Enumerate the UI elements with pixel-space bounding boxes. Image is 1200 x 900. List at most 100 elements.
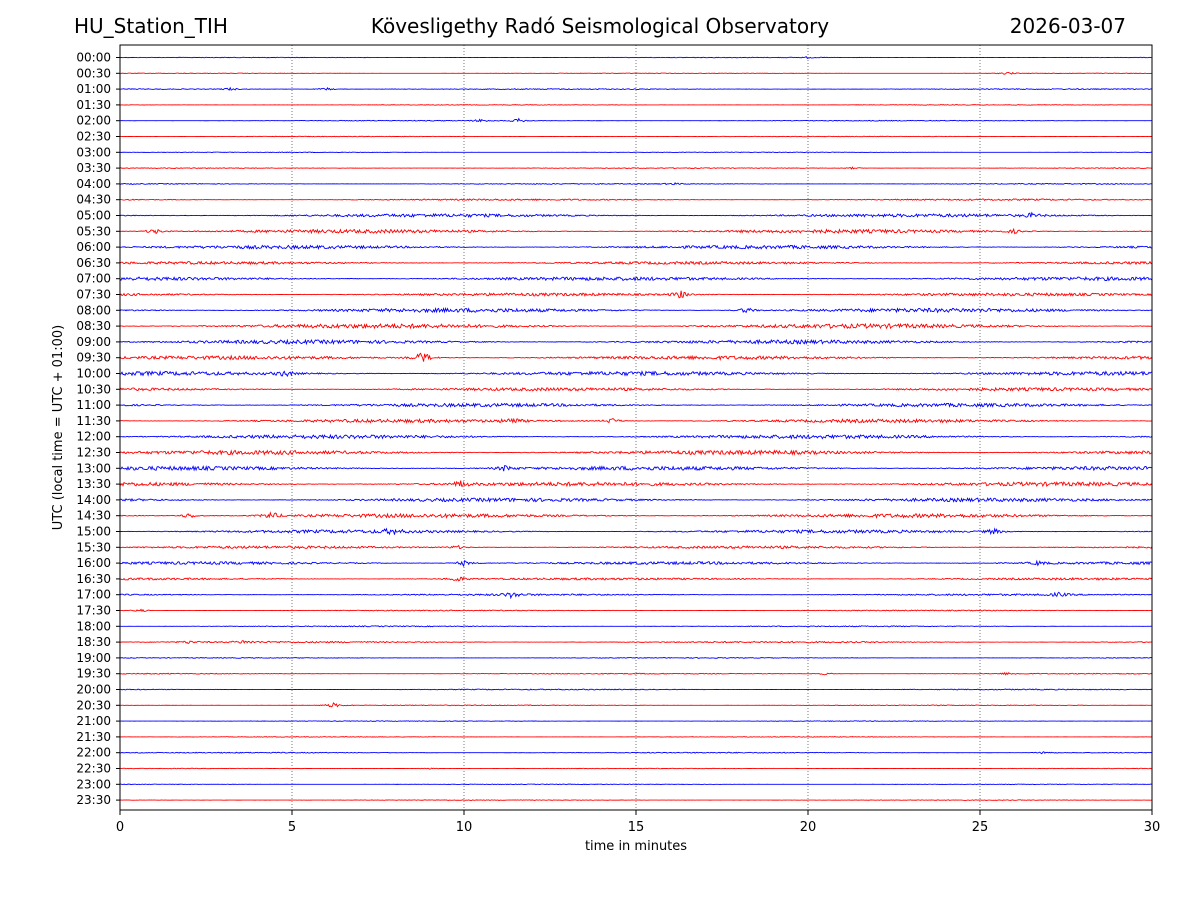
row-label: 18:00 <box>76 619 111 633</box>
row-label: 14:30 <box>76 509 111 523</box>
trace-01:30 <box>119 104 1153 106</box>
row-label: 09:00 <box>76 335 111 349</box>
row-label: 08:00 <box>76 303 111 317</box>
row-label: 22:00 <box>76 746 111 760</box>
row-label: 03:00 <box>76 145 111 159</box>
row-label: 17:00 <box>76 588 111 602</box>
trace-02:00 <box>119 117 1153 123</box>
trace-22:00 <box>119 751 1153 755</box>
row-label: 21:30 <box>76 730 111 744</box>
trace-00:00 <box>119 56 1153 59</box>
x-tick-label: 10 <box>456 820 473 835</box>
trace-13:00 <box>119 465 1153 472</box>
row-label: 14:00 <box>76 493 111 507</box>
trace-06:00 <box>119 244 1153 251</box>
trace-03:00 <box>119 151 1153 154</box>
trace-09:30 <box>119 352 1153 362</box>
chart-title: Kövesligethy Radó Seismological Observat… <box>370 14 830 38</box>
trace-20:00 <box>119 688 1153 691</box>
trace-06:30 <box>119 260 1153 266</box>
row-label: 05:00 <box>76 209 111 223</box>
trace-11:00 <box>119 402 1153 409</box>
trace-12:00 <box>119 433 1153 440</box>
trace-00:30 <box>119 71 1153 75</box>
row-label: 07:30 <box>76 288 111 302</box>
trace-15:30 <box>119 544 1153 550</box>
row-label: 13:00 <box>76 461 111 475</box>
trace-07:00 <box>119 275 1153 282</box>
trace-20:30 <box>119 702 1153 708</box>
trace-17:00 <box>119 591 1153 600</box>
row-label: 09:30 <box>76 351 111 365</box>
row-label: 20:30 <box>76 698 111 712</box>
row-label: 07:00 <box>76 272 111 286</box>
y-axis-label: UTC (local time = UTC + 01:00) <box>51 325 66 530</box>
row-label: 12:00 <box>76 430 111 444</box>
row-label: 12:30 <box>76 446 111 460</box>
row-label: 00:00 <box>76 51 111 65</box>
row-label: 01:00 <box>76 82 111 96</box>
row-label: 05:30 <box>76 224 111 238</box>
row-label: 10:00 <box>76 367 111 381</box>
trace-13:30 <box>119 480 1153 488</box>
trace-23:00 <box>119 783 1153 786</box>
row-label: 01:30 <box>76 98 111 112</box>
row-label: 22:30 <box>76 762 111 776</box>
trace-15:00 <box>119 527 1153 536</box>
trace-05:30 <box>119 227 1153 235</box>
trace-16:00 <box>119 559 1153 568</box>
trace-23:30 <box>119 799 1153 801</box>
row-label: 02:30 <box>76 130 111 144</box>
row-label: 06:30 <box>76 256 111 270</box>
row-label: 04:30 <box>76 193 111 207</box>
row-label: 17:30 <box>76 604 111 618</box>
row-label: 10:30 <box>76 382 111 396</box>
row-label: 19:30 <box>76 667 111 681</box>
row-label: 16:00 <box>76 556 111 570</box>
trace-21:00 <box>120 720 1153 722</box>
trace-05:00 <box>119 211 1153 218</box>
trace-21:30 <box>120 736 1153 738</box>
trace-04:30 <box>119 198 1153 202</box>
trace-18:30 <box>119 640 1153 645</box>
x-axis-label: time in minutes <box>585 839 687 854</box>
trace-02:30 <box>119 135 1153 138</box>
trace-04:00 <box>119 181 1153 186</box>
trace-14:30 <box>119 511 1153 519</box>
row-label: 21:00 <box>76 714 111 728</box>
trace-10:00 <box>119 370 1153 378</box>
row-label: 11:30 <box>76 414 111 428</box>
row-label: 15:00 <box>76 525 111 539</box>
row-label: 16:30 <box>76 572 111 586</box>
trace-16:30 <box>119 576 1153 582</box>
row-label: 19:00 <box>76 651 111 665</box>
row-label: 08:30 <box>76 319 111 333</box>
trace-22:30 <box>119 767 1153 770</box>
row-label: 11:00 <box>76 398 111 412</box>
row-label: 03:30 <box>76 161 111 175</box>
row-label: 18:30 <box>76 635 111 649</box>
x-tick-label: 25 <box>972 820 989 835</box>
row-label: 04:00 <box>76 177 111 191</box>
trace-08:30 <box>119 322 1153 330</box>
trace-12:30 <box>119 449 1153 457</box>
x-tick-label: 30 <box>1144 820 1161 835</box>
row-label: 02:00 <box>76 114 111 128</box>
trace-08:00 <box>119 306 1153 314</box>
x-tick-label: 0 <box>116 820 124 835</box>
x-tick-label: 20 <box>800 820 817 835</box>
row-label: 13:30 <box>76 477 111 491</box>
trace-07:30 <box>119 290 1153 299</box>
trace-11:30 <box>119 417 1153 424</box>
x-tick-label: 5 <box>288 820 296 835</box>
trace-14:00 <box>119 496 1153 503</box>
row-label: 15:30 <box>76 540 111 554</box>
trace-10:30 <box>119 386 1153 392</box>
trace-19:00 <box>119 657 1153 659</box>
row-label: 23:30 <box>76 793 111 807</box>
chart-date: 2026-03-07 <box>1009 14 1126 38</box>
row-label: 20:00 <box>76 683 111 697</box>
trace-17:30 <box>119 608 1153 613</box>
trace-01:00 <box>119 86 1153 91</box>
